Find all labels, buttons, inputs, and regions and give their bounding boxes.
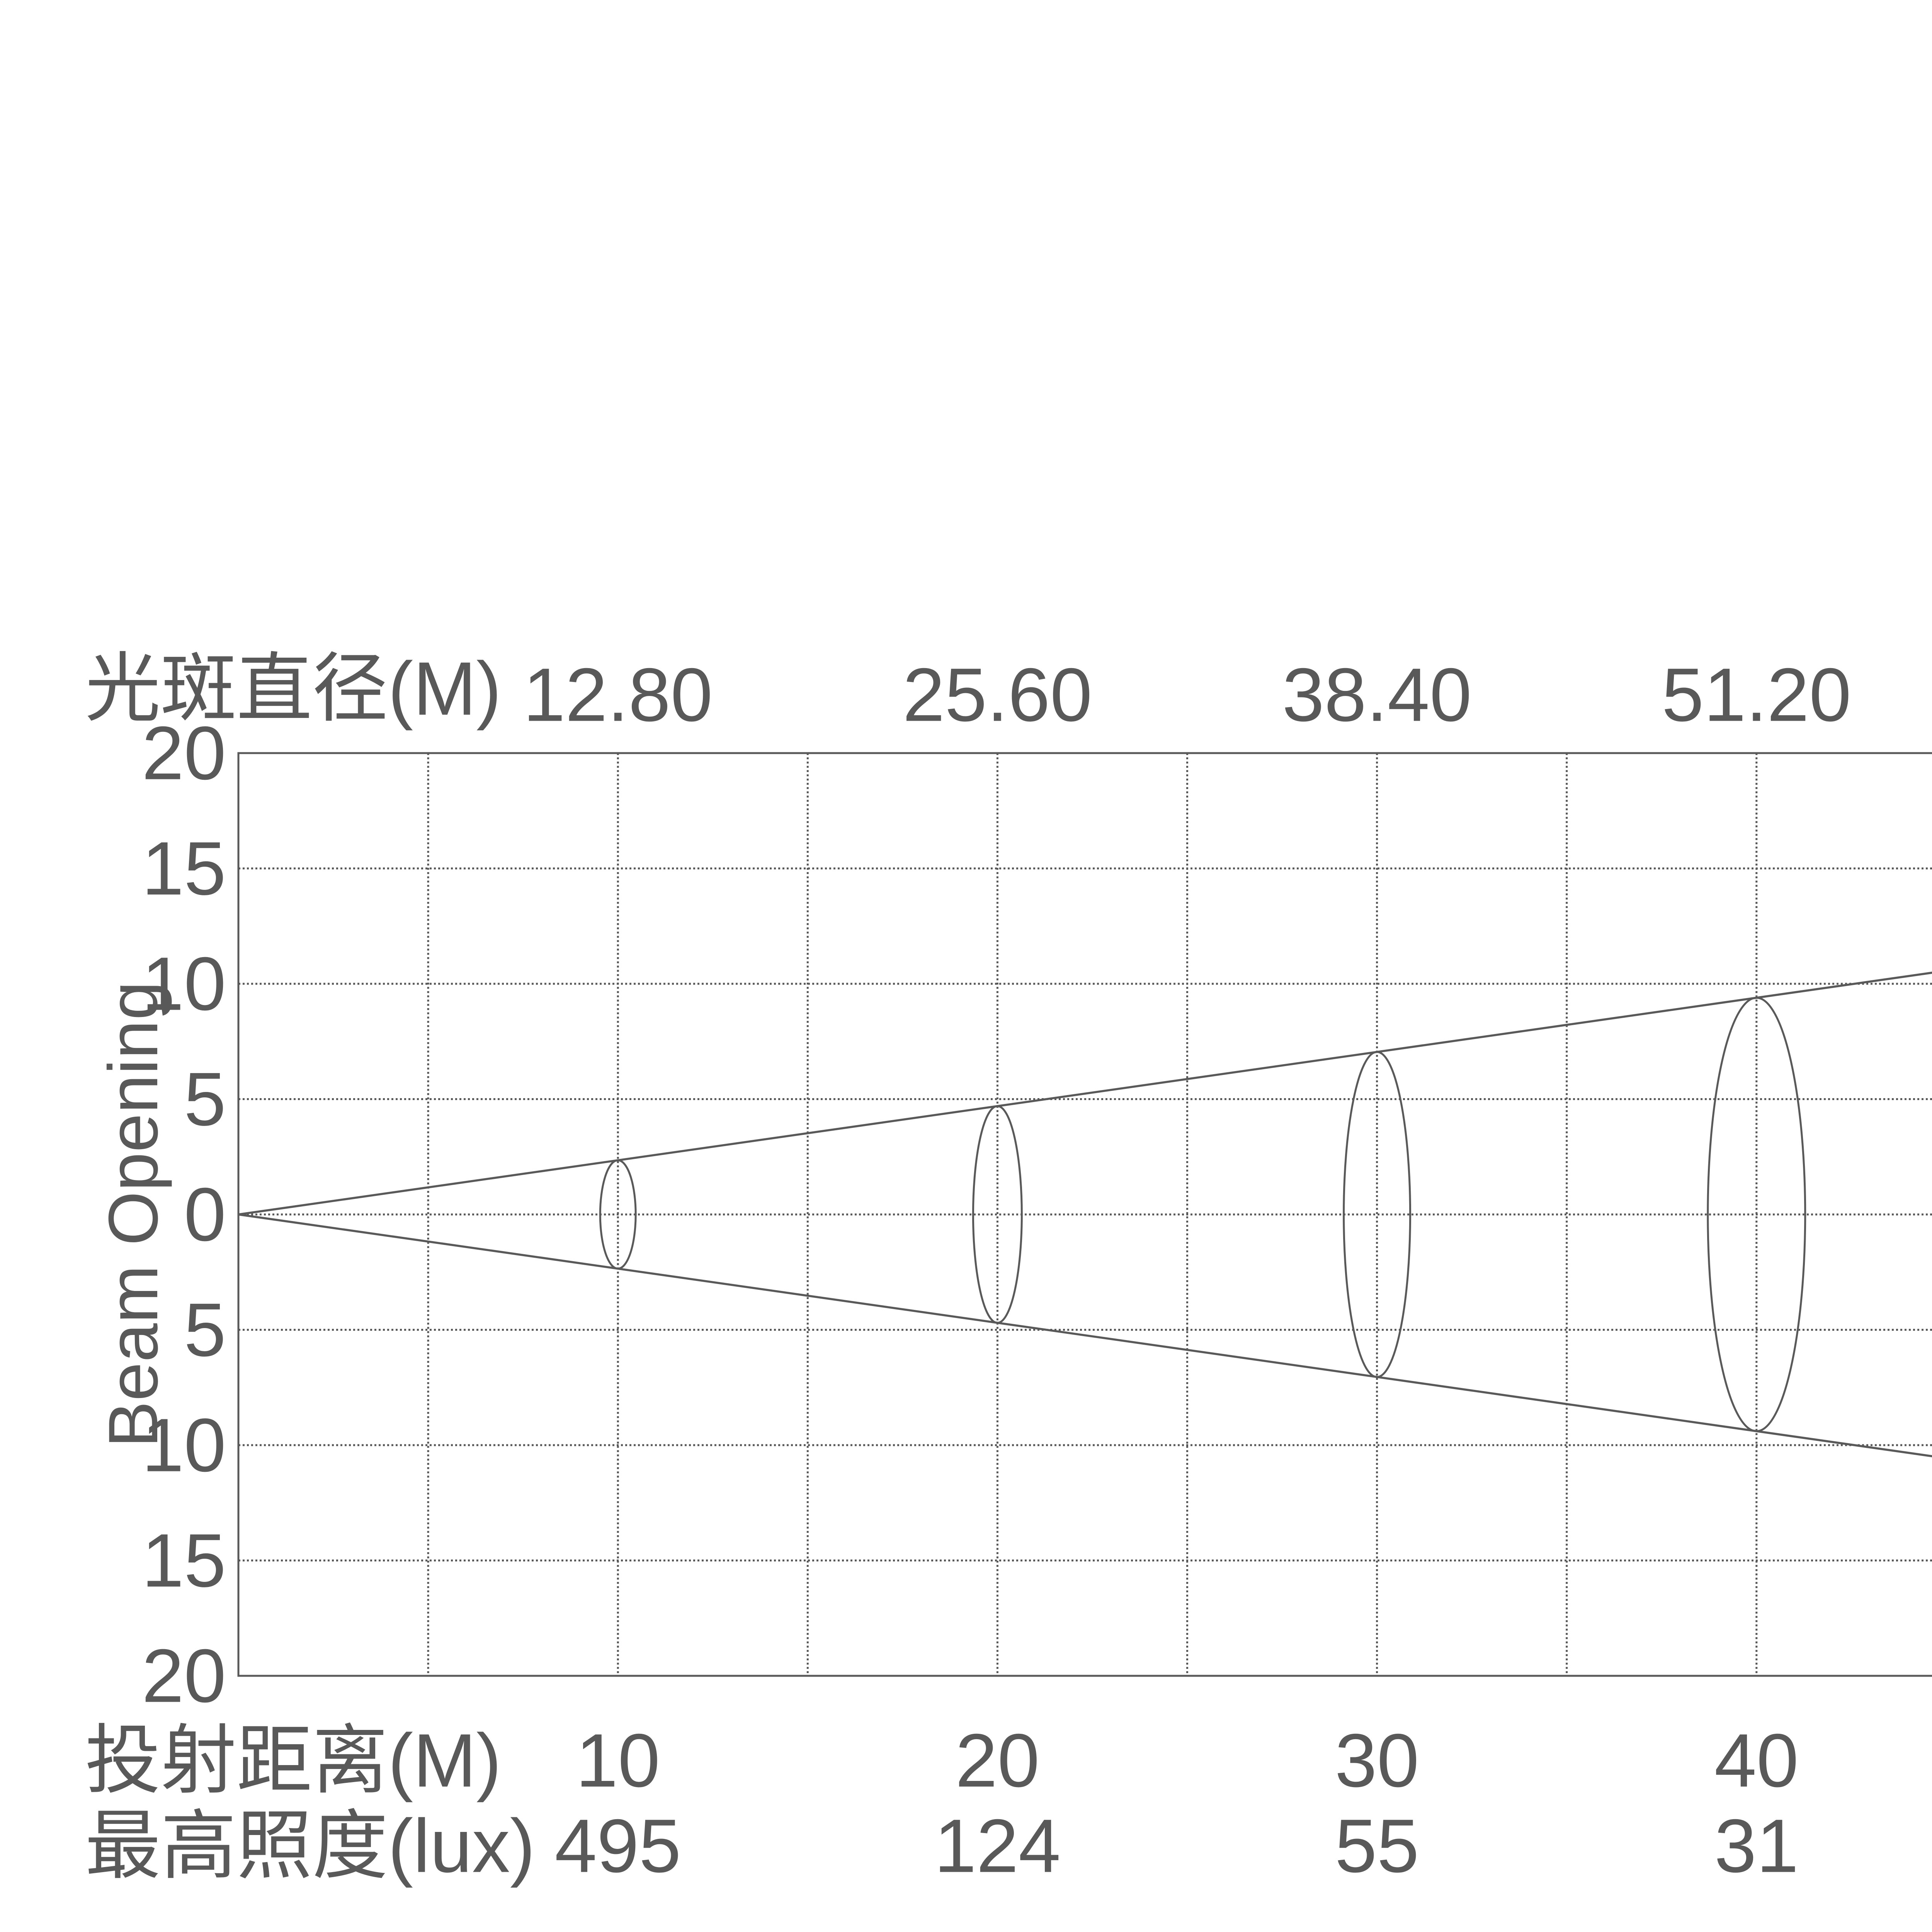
svg-text:5: 5	[184, 1057, 226, 1141]
svg-text:12.80: 12.80	[523, 653, 713, 737]
svg-text:Beam Opening: Beam Opening	[94, 981, 172, 1447]
svg-text:31: 31	[1714, 1804, 1799, 1888]
svg-text:38.40: 38.40	[1282, 653, 1471, 737]
svg-text:15: 15	[142, 1518, 226, 1603]
svg-text:30: 30	[1335, 1718, 1419, 1803]
svg-text:124: 124	[934, 1804, 1061, 1888]
svg-text:51.20: 51.20	[1662, 653, 1851, 737]
svg-text:投射距离(M): 投射距离(M)	[85, 1718, 502, 1803]
svg-text:55: 55	[1335, 1804, 1419, 1888]
svg-text:20: 20	[955, 1718, 1039, 1803]
svg-text:10: 10	[576, 1718, 660, 1803]
svg-text:最高照度(lux): 最高照度(lux)	[85, 1804, 535, 1888]
svg-text:5: 5	[184, 1287, 226, 1372]
svg-text:20: 20	[142, 1634, 226, 1718]
svg-text:40: 40	[1714, 1718, 1799, 1803]
svg-text:20: 20	[142, 711, 226, 796]
svg-text:495: 495	[555, 1804, 681, 1888]
svg-text:0: 0	[184, 1172, 226, 1257]
svg-text:25.60: 25.60	[903, 653, 1092, 737]
svg-text:15: 15	[142, 826, 226, 911]
